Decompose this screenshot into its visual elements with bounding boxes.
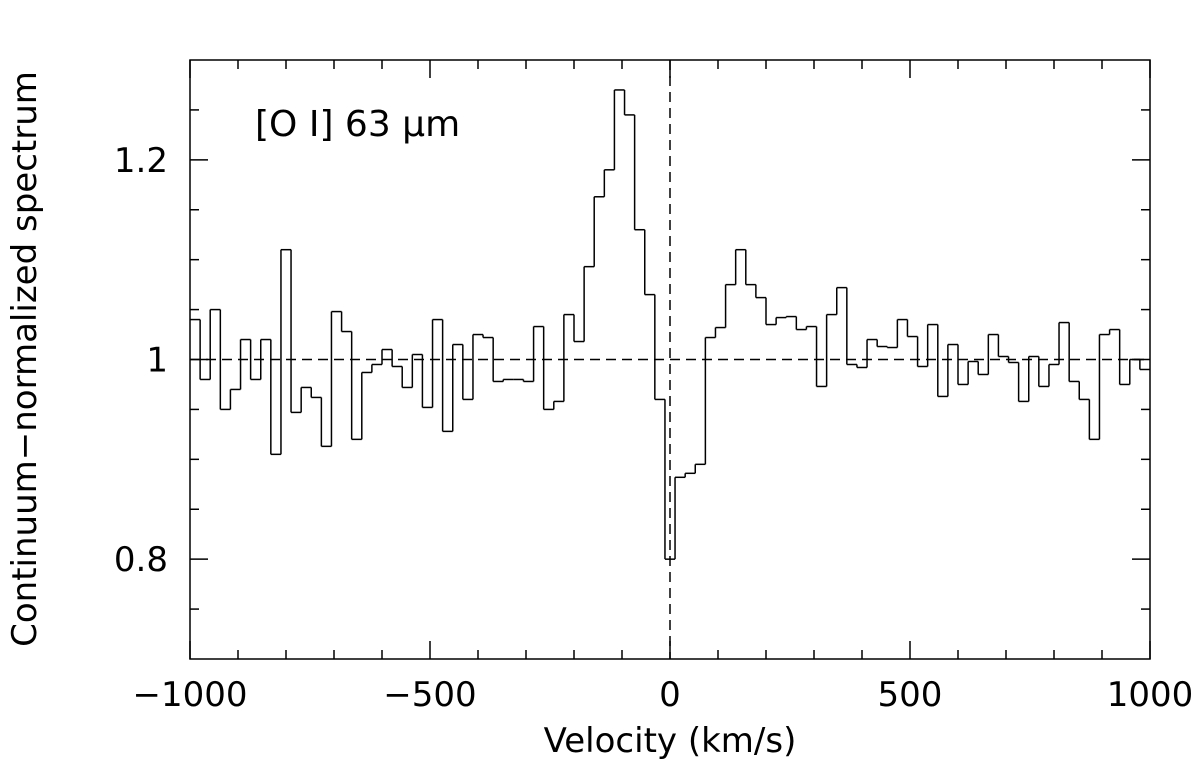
x-tick-label: 0	[659, 675, 681, 715]
x-tick-label: −500	[383, 675, 476, 715]
x-tick-label: 500	[878, 675, 943, 715]
y-axis-label: Continuum−normalized spectrum	[5, 71, 45, 647]
annotation: [O I] 63 μm	[255, 104, 460, 145]
x-tick-label: 1000	[1107, 675, 1194, 715]
y-tick-label: 1	[146, 341, 168, 381]
y-tick-label: 0.8	[114, 540, 168, 580]
x-tick-label: −1000	[132, 675, 247, 715]
y-tick-label: 1.2	[114, 141, 168, 181]
x-axis-label: Velocity (km/s)	[544, 721, 797, 761]
